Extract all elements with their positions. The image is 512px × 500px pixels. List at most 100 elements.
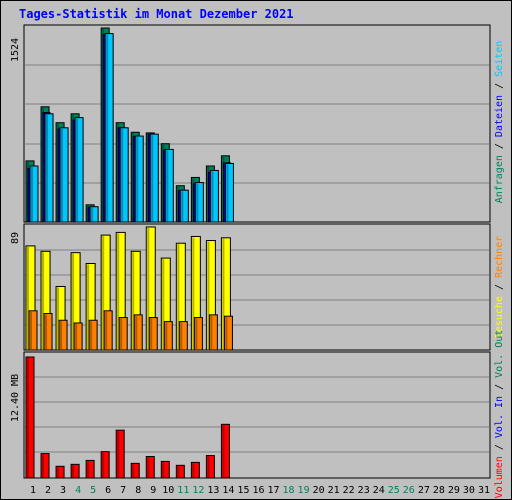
bar-volumen-day-8 [130, 462, 140, 479]
bar-volumen-day-4 [70, 463, 80, 479]
bar-seiten-day-9 [149, 133, 159, 223]
x-tick-label-22: 22 [343, 485, 355, 496]
x-tick-label-8: 8 [135, 485, 141, 496]
bar-rechner-day-12 [193, 317, 203, 351]
bar-seiten-day-1-shadow [31, 166, 33, 221]
bar-seiten-day-3 [59, 127, 69, 223]
x-tick-label-10: 10 [162, 485, 174, 496]
bar-rechner-day-4 [73, 322, 83, 351]
bar-seiten-day-5-shadow [91, 207, 94, 221]
bar-besuche-day-10-shadow [162, 259, 165, 349]
x-tick-label-24: 24 [373, 485, 385, 496]
bar-volumen-day-4-shadow [72, 465, 75, 477]
bar-besuche-day-14-shadow [222, 238, 225, 349]
x-tick-label-14: 14 [222, 485, 234, 496]
bar-seiten-day-6-shadow [106, 34, 109, 222]
legend-top: Anfragen / Dateien / Seiten [494, 41, 505, 204]
x-tick-label-13: 13 [207, 485, 219, 496]
x-tick-label-23: 23 [358, 485, 370, 496]
y-axis-label-3: 12.40 MB [10, 374, 21, 422]
bar-volumen-day-3-shadow [57, 467, 60, 477]
bar-rechner-day-3-shadow [60, 321, 63, 349]
plot-area-3 [23, 351, 491, 479]
bar-rechner-day-6 [103, 310, 113, 351]
x-tick-label-12: 12 [192, 485, 204, 496]
bar-rechner-day-14 [223, 315, 233, 351]
bar-seiten-day-5 [89, 206, 99, 223]
bar-rechner-day-8-shadow [135, 315, 138, 349]
bar-rechner-day-1-shadow [30, 311, 32, 349]
bar-volumen-day-6-shadow [102, 452, 105, 477]
legend-middle-part-2: Rechner [494, 236, 505, 278]
bar-seiten-day-3-shadow [61, 128, 64, 221]
y-axis-label-2: 89 [10, 232, 21, 244]
bar-volumen-day-13-shadow [207, 456, 210, 477]
x-tick-label-19: 19 [298, 485, 310, 496]
x-tick-label-20: 20 [313, 485, 325, 496]
bar-rechner-day-11-shadow [180, 322, 183, 349]
bar-besuche-day-1-shadow [27, 246, 29, 349]
bar-volumen-day-9 [145, 456, 155, 479]
bar-volumen-day-5-shadow [87, 461, 90, 477]
bar-besuche-day-12-shadow [192, 237, 195, 349]
x-tick-label-26: 26 [403, 485, 415, 496]
bar-volumen-day-14 [220, 423, 230, 479]
bar-volumen-day-7-shadow [117, 431, 120, 477]
legend-middle-part-0: Besuche [494, 296, 505, 338]
bar-seiten-day-4-shadow [76, 118, 79, 221]
bar-volumen-day-6 [100, 451, 110, 479]
bar-volumen-day-11 [175, 464, 185, 479]
bar-rechner-day-4-shadow [75, 323, 78, 349]
x-tick-label-1: 1 [30, 485, 36, 496]
bar-rechner-day-8 [133, 314, 143, 351]
bar-besuche-day-7-shadow [117, 233, 120, 349]
x-tick-label-15: 15 [237, 485, 249, 496]
bar-rechner-day-7 [118, 317, 128, 351]
bar-seiten-day-12-shadow [196, 183, 199, 221]
legend-bottom-part-0: Volumen [494, 456, 505, 498]
bar-volumen-day-10-shadow [162, 462, 165, 477]
bar-seiten-day-8 [134, 135, 144, 223]
x-tick-label-27: 27 [418, 485, 430, 496]
legend-top-part-1: / [494, 137, 505, 155]
x-tick-label-18: 18 [283, 485, 295, 496]
x-tick-label-7: 7 [120, 485, 126, 496]
bar-volumen-day-12-shadow [192, 463, 195, 477]
bar-rechner-day-9-shadow [150, 318, 153, 349]
bar-seiten-day-1 [29, 165, 39, 223]
x-tick-label-28: 28 [433, 485, 445, 496]
bar-rechner-day-10 [163, 321, 173, 351]
bar-seiten-day-6 [104, 33, 114, 223]
bar-seiten-day-13-shadow [211, 171, 214, 221]
bar-besuche-day-9-shadow [147, 228, 150, 349]
bar-seiten-day-11 [179, 189, 189, 223]
bar-rechner-day-12-shadow [195, 318, 198, 349]
bar-besuche-day-2-shadow [42, 252, 45, 349]
bar-rechner-day-7-shadow [120, 318, 123, 349]
bar-besuche-day-5-shadow [87, 264, 90, 349]
bar-volumen-day-1 [25, 356, 35, 479]
bar-rechner-day-3 [58, 319, 68, 351]
bar-seiten-day-7-shadow [121, 128, 124, 221]
x-tick-label-29: 29 [448, 485, 460, 496]
bar-rechner-day-14-shadow [225, 317, 228, 349]
bar-volumen-day-11-shadow [177, 466, 180, 477]
x-tick-label-4: 4 [75, 485, 81, 496]
bar-seiten-day-13 [209, 169, 219, 223]
chart-title: Tages-Statistik im Monat Dezember 2021 [19, 7, 294, 21]
bar-rechner-day-5-shadow [90, 321, 93, 349]
bar-rechner-day-2-shadow [45, 314, 48, 349]
x-tick-label-3: 3 [60, 485, 66, 496]
bar-seiten-day-10-shadow [166, 150, 169, 221]
bar-volumen-day-2-shadow [42, 454, 45, 477]
legend-top-part-0: Anfragen [494, 155, 505, 203]
bar-rechner-day-9 [148, 317, 158, 351]
bar-besuche-day-11-shadow [177, 244, 180, 349]
bar-besuche-day-4-shadow [72, 253, 75, 349]
bar-volumen-day-10 [160, 460, 170, 479]
bar-seiten-day-10 [164, 148, 174, 223]
legend-bottom-part-2: Vol. In [494, 396, 505, 438]
legend-bottom-part-1: / [494, 438, 505, 456]
bar-besuche-day-13-shadow [207, 241, 210, 349]
